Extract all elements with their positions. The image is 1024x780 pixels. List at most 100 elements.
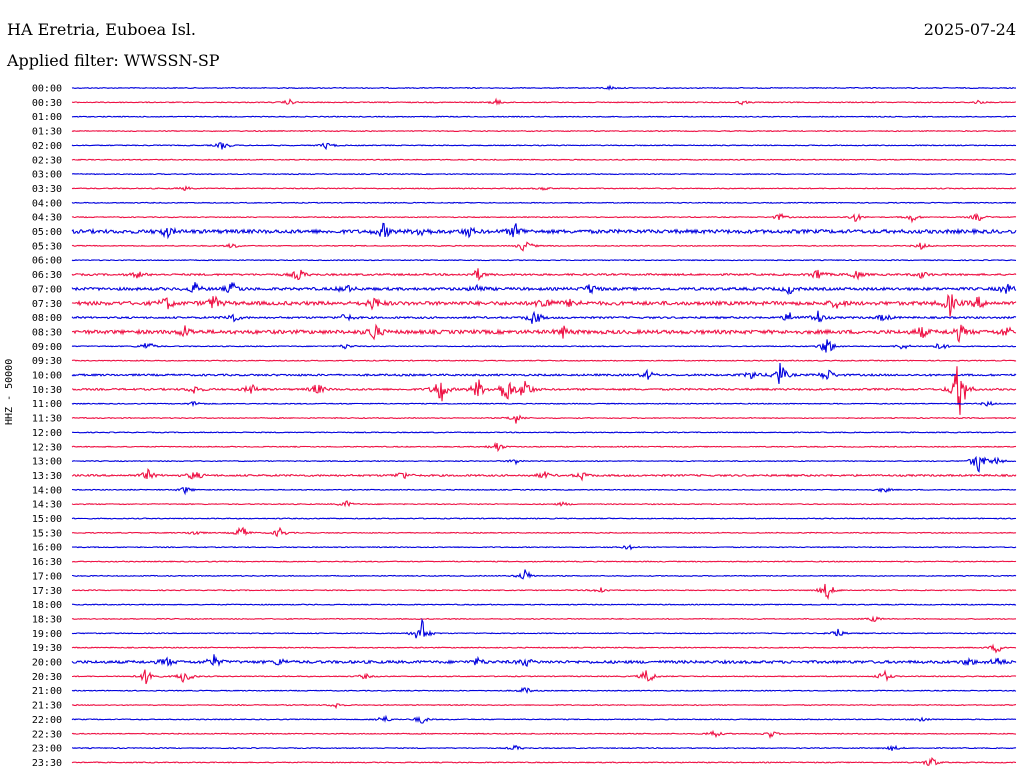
time-label-2130: 21:30 [32,701,62,712]
trace-row-2030 [72,669,1017,685]
time-label-2230: 22:30 [32,729,62,740]
trace-row-0630 [71,268,1017,282]
time-label-0230: 02:30 [32,155,62,166]
time-label-1700: 17:00 [32,571,62,582]
time-label-0130: 01:30 [32,127,62,138]
trace-row-1430 [71,500,1017,508]
trace-row-0900 [71,339,1017,353]
trace-row-0400 [71,201,1017,204]
time-label-0000: 00:00 [32,84,62,95]
time-label-0930: 09:30 [32,356,62,367]
time-label-0630: 06:30 [32,270,62,281]
trace-row-0800 [71,310,1017,324]
trace-row-1530 [71,526,1017,538]
trace-row-2330 [71,757,1016,767]
trace-row-1730 [71,583,1017,601]
trace-row-2230 [71,729,1016,740]
trace-row-0200 [71,142,1017,151]
time-label-1400: 14:00 [32,485,62,496]
trace-row-1100 [71,400,1017,408]
trace-row-0700 [71,281,1017,296]
time-label-1530: 15:30 [32,528,62,539]
trace-row-0600 [71,259,1017,262]
trace-row-1330 [71,468,1017,482]
filter-label: Applied filter: WWSSN-SP [7,51,220,70]
time-label-0500: 05:00 [32,227,62,238]
time-label-0400: 04:00 [32,198,62,209]
trace-row-2000 [71,654,1017,668]
time-label-0300: 03:00 [32,170,62,181]
trace-row-0330 [71,185,1017,192]
time-label-1630: 16:30 [32,557,62,568]
trace-row-0830 [71,323,1017,344]
trace-row-1300 [71,455,1017,473]
trace-row-1230 [71,441,1017,453]
trace-row-2130 [71,703,1017,710]
time-label-1900: 19:00 [32,629,62,640]
trace-row-1600 [71,544,1017,551]
time-label-0430: 04:30 [32,213,62,224]
trace-row-1930 [71,643,1017,654]
time-label-2030: 20:30 [32,672,62,683]
time-label-2000: 20:00 [32,658,62,669]
time-label-2330: 23:30 [32,758,62,769]
trace-row-0230 [71,158,1017,161]
time-label-0900: 09:00 [32,342,62,353]
time-label-1600: 16:00 [32,543,62,554]
time-label-0330: 03:30 [32,184,62,195]
trace-row-2200 [71,714,1017,724]
time-label-1230: 12:30 [32,442,62,453]
time-label-1200: 12:00 [32,428,62,439]
trace-row-1400 [71,487,1017,496]
time-label-1000: 10:00 [32,371,62,382]
trace-row-1000 [71,362,1017,384]
trace-row-0730 [71,293,1017,317]
time-label-2300: 23:00 [32,744,62,755]
time-label-1930: 19:30 [32,643,62,654]
time-label-1430: 14:30 [32,500,62,511]
time-label-0700: 07:00 [32,284,62,295]
trace-row-1830 [71,615,1017,622]
date-label: 2025-07-24 [923,20,1016,39]
trace-row-1030 [71,366,1017,415]
trace-row-2100 [71,686,1017,694]
trace-row-1500 [71,517,1017,520]
trace-row-1700 [72,569,1017,580]
time-label-1300: 13:00 [32,457,62,468]
trace-row-0530 [71,241,1017,252]
time-label-0100: 01:00 [32,112,62,123]
trace-row-0130 [71,129,1017,133]
time-label-1500: 15:00 [32,514,62,525]
time-label-0830: 08:30 [32,327,62,338]
time-label-1030: 10:30 [32,385,62,396]
time-label-0200: 02:00 [32,141,62,152]
time-label-1830: 18:30 [32,614,62,625]
time-label-1130: 11:30 [32,414,62,425]
time-label-0030: 00:30 [32,98,62,109]
trace-row-2300 [71,744,1017,751]
time-label-2100: 21:00 [32,686,62,697]
time-label-2200: 22:00 [32,715,62,726]
trace-row-0930 [71,359,1017,362]
trace-row-1900 [71,617,1017,639]
trace-row-1630 [72,560,1017,563]
station-title: HA Eretria, Euboea Isl. [7,20,196,39]
trace-row-1200 [72,431,1017,434]
trace-row-0500 [71,222,1017,240]
trace-row-0030 [71,97,1016,106]
time-label-1730: 17:30 [32,586,62,597]
trace-row-1130 [71,414,1017,424]
time-label-0600: 06:00 [32,256,62,267]
time-label-0800: 08:00 [32,313,62,324]
trace-row-0100 [71,115,1017,118]
time-label-0530: 05:30 [32,241,62,252]
trace-row-0000 [71,84,1016,91]
time-label-1330: 13:30 [32,471,62,482]
time-label-0730: 07:30 [32,299,62,310]
trace-row-0430 [71,212,1017,224]
time-label-1800: 18:00 [32,600,62,611]
time-label-1100: 11:00 [32,399,62,410]
trace-row-1800 [71,603,1017,606]
trace-row-0300 [71,172,1017,176]
